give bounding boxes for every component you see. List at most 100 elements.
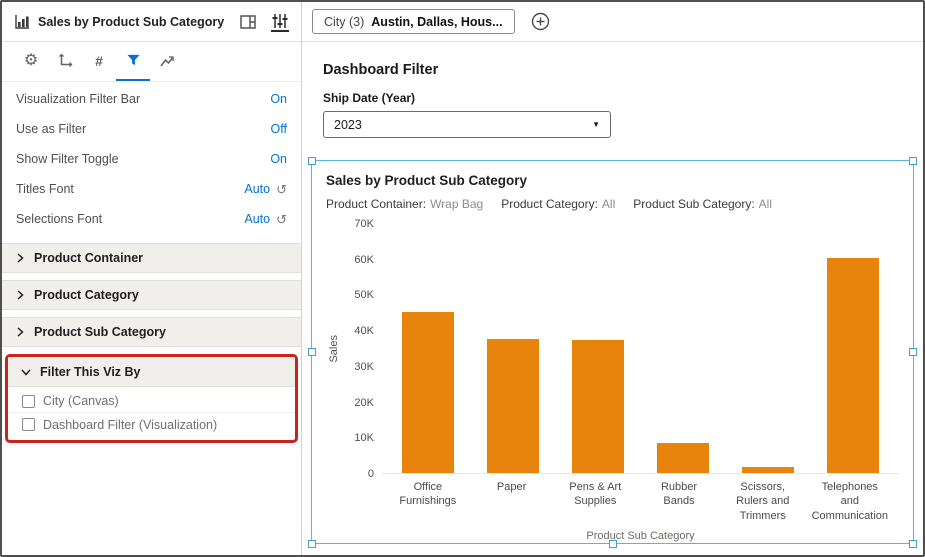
viz-filter-value: All	[758, 197, 773, 211]
selection-handle-mid-left[interactable]	[308, 348, 316, 356]
section-label: Product Sub Category	[34, 325, 166, 339]
prop-label: Selections Font	[16, 212, 103, 226]
panel-title: Sales by Product Sub Category	[38, 14, 225, 29]
viz-inner: Sales by Product Sub Category Product Co…	[312, 161, 913, 543]
plot-area	[382, 224, 899, 474]
reset-icon[interactable]: ↺	[276, 181, 287, 197]
section-header-product-sub-category[interactable]: Product Sub Category	[2, 317, 301, 347]
checkbox-dashboard-filter[interactable]	[22, 418, 35, 431]
viz-filter-label: Product Category:	[501, 197, 598, 211]
canvas-area: City (3) Austin, Dallas, Hous... Dashboa…	[302, 2, 923, 555]
viz-filter-product-container[interactable]: Product Container: Wrap Bag	[326, 197, 483, 211]
filter-chip-label: City (3)	[324, 14, 365, 29]
plus-circle-icon	[531, 12, 549, 31]
tab-axis[interactable]	[48, 42, 82, 81]
prop-value-link[interactable]: Auto	[244, 182, 271, 196]
bar[interactable]	[741, 466, 794, 473]
section-filter-this-viz-by annotation-highlight: Filter This Viz By City (Canvas) Dashboa…	[5, 354, 298, 443]
bar-slot	[556, 224, 641, 473]
prop-label: Titles Font	[16, 182, 74, 196]
bar-slot	[386, 224, 471, 473]
x-axis-labels: Office Furnishings Paper Pens & Art Suppli…	[382, 474, 899, 523]
city-filter-chip[interactable]: City (3) Austin, Dallas, Hous...	[312, 9, 515, 34]
y-axis-title: Sales	[328, 335, 340, 363]
section-header-product-container[interactable]: Product Container	[2, 243, 301, 273]
selection-handle-bottom-left[interactable]	[308, 540, 316, 548]
selection-handle-mid-right[interactable]	[909, 348, 917, 356]
dashboard-filter-title: Dashboard Filter	[323, 62, 439, 78]
funnel-icon	[126, 54, 140, 66]
x-axis-title: Product Sub Category	[586, 529, 695, 542]
prop-label: Show Filter Toggle	[16, 152, 119, 166]
bar-slot	[640, 224, 725, 473]
y-tick-label: 0	[367, 468, 374, 480]
prop-label: Visualization Filter Bar	[16, 92, 141, 106]
viz-filter-value: Wrap Bag	[430, 197, 484, 211]
y-axis-ticks: 70K 60K 50K 40K 30K 20K 10K 0	[342, 218, 382, 480]
y-tick-label: 40K	[354, 325, 374, 338]
checkbox-label: City (Canvas)	[43, 394, 119, 408]
x-category-label: Pens & Art Supplies	[569, 481, 622, 508]
viz-filter-product-category[interactable]: Product Category: All	[501, 197, 615, 211]
bar[interactable]	[487, 338, 540, 473]
x-category-label: Paper	[496, 481, 527, 493]
tab-analytics[interactable]	[150, 42, 184, 81]
prop-value-link[interactable]: Off	[270, 122, 287, 136]
section-header-product-category[interactable]: Product Category	[2, 280, 301, 310]
y-tick-label: 70K	[354, 218, 374, 230]
tab-filters[interactable]	[116, 42, 150, 81]
y-axis-title-cell: Sales	[326, 224, 342, 474]
bar[interactable]	[402, 312, 455, 473]
ship-date-year-label: Ship Date (Year)	[323, 91, 416, 105]
prop-label: Use as Filter	[16, 122, 87, 136]
y-tick-label: 10K	[354, 432, 374, 445]
reset-icon[interactable]: ↺	[276, 211, 287, 227]
bar-slot	[725, 224, 810, 473]
selection-handle-top-right[interactable]	[909, 157, 917, 165]
x-category-label: Rubber Bands	[660, 481, 698, 508]
section-label: Product Container	[34, 251, 144, 265]
prop-value-link[interactable]: Auto	[244, 212, 271, 226]
prop-visualization-filter-bar: Visualization Filter Bar On	[2, 84, 301, 114]
section-header-filter-this-viz-by[interactable]: Filter This Viz By	[8, 357, 295, 387]
properties-sliders-icon[interactable]	[271, 12, 289, 32]
checkbox-city-canvas[interactable]	[22, 394, 35, 408]
checkbox-label: Dashboard Filter (Visualization)	[43, 417, 218, 432]
tab-general[interactable]: ⚙	[14, 42, 48, 81]
sliders-icon	[272, 13, 288, 28]
section-label: Filter This Viz By	[40, 364, 141, 379]
bar[interactable]	[572, 340, 625, 473]
chevron-right-icon	[15, 253, 25, 263]
x-category-label: Scissors, Rulers and Trimmers	[736, 481, 790, 522]
chevron-down-icon: ▼	[592, 120, 600, 129]
prop-value-link[interactable]: On	[270, 92, 287, 106]
visualization-container[interactable]: Sales by Product Sub Category Product Co…	[308, 157, 917, 548]
dashboard-filter-section: Dashboard Filter Ship Date (Year) 2023 ▼	[302, 42, 923, 138]
viz-filter-product-sub-category[interactable]: Product Sub Category: All	[633, 197, 772, 211]
year-dropdown-value: 2023	[334, 117, 362, 132]
section-product-container: Product Container	[2, 243, 301, 273]
hash-icon: #	[95, 52, 103, 69]
bar[interactable]	[826, 258, 879, 473]
year-dropdown[interactable]: 2023 ▼	[323, 111, 611, 138]
tab-values[interactable]: #	[82, 42, 116, 81]
selection-handle-bottom-middle[interactable]	[608, 540, 617, 548]
add-filter-button[interactable]	[531, 12, 550, 31]
viz-filter-value: All	[601, 197, 616, 211]
selection-handle-bottom-right[interactable]	[909, 540, 917, 548]
properties-tabs: ⚙ #	[2, 42, 301, 82]
trend-line-icon	[159, 56, 174, 67]
bar[interactable]	[656, 443, 709, 473]
prop-value-link[interactable]: On	[270, 152, 287, 166]
bar-chart: Sales 70K 60K 50K 40K 30K 20K 10K 0 Office Furn…	[326, 218, 899, 542]
y-tick-label: 20K	[354, 396, 374, 409]
x-category-label: Telephones and Communication	[811, 481, 889, 522]
plot-column: Office Furnishings Paper Pens & Art Suppli…	[382, 224, 899, 542]
y-tick-label: 60K	[354, 253, 374, 266]
data-panel-icon[interactable]	[239, 13, 257, 31]
chevron-right-icon	[15, 290, 25, 300]
property-list: Visualization Filter Bar On Use as Filte…	[2, 82, 301, 236]
selection-handle-top-left[interactable]	[308, 157, 316, 165]
properties-panel: Sales by Product Sub Category	[2, 2, 302, 555]
